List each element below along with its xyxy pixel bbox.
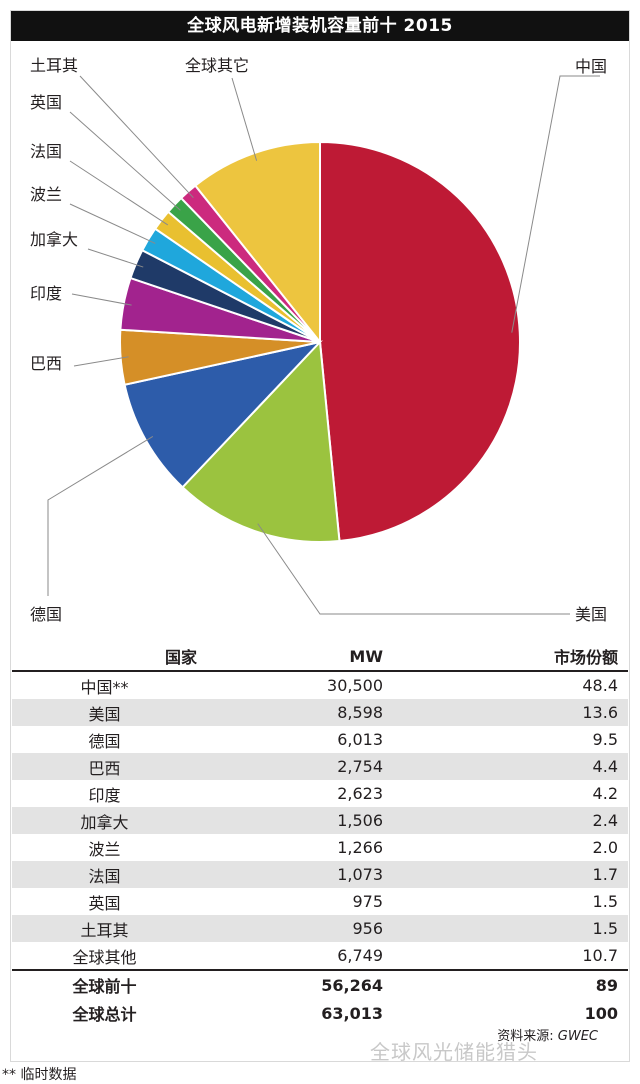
cell-total-mw: 56,264 [321, 975, 383, 995]
pie-slice [181, 339, 341, 543]
cell-mw: 6,749 [337, 946, 383, 965]
cell-mw: 1,266 [337, 838, 383, 857]
table-row: 中国** 30,500 48.4 [12, 672, 628, 699]
leader-line [47, 435, 154, 596]
leader-line [69, 111, 181, 211]
cell-total-label: 全球总计 [72, 1005, 137, 1024]
cell-total-mw: 63,013 [321, 1003, 383, 1023]
cell-country: 英国 [88, 893, 121, 913]
cell-share: 1.5 [592, 919, 618, 938]
cell-country: 美国 [88, 704, 121, 724]
cell-mw: 975 [352, 892, 383, 911]
cell-total-label: 全球前十 [72, 977, 137, 996]
table-totals: 全球前十 56,264 89 全球总计 63,013 100 [12, 969, 628, 1027]
slice-label: 巴西 [30, 354, 63, 373]
cell-share: 10.7 [582, 946, 618, 965]
cell-share: 2.4 [592, 811, 618, 830]
cell-mw: 1,506 [337, 811, 383, 830]
cell-mw: 2,623 [337, 784, 383, 803]
slice-label: 法国 [30, 142, 63, 161]
slice-label: 德国 [30, 605, 63, 624]
table-row: 波兰 1,266 2.0 [12, 834, 628, 861]
table-row: 全球其他 6,749 10.7 [12, 942, 628, 969]
cell-share: 13.6 [582, 703, 618, 722]
cell-country: 中国** [80, 677, 129, 697]
table-row: 美国 8,598 13.6 [12, 699, 628, 726]
total-row: 全球前十 56,264 89 [12, 971, 628, 999]
cell-country: 印度 [88, 785, 121, 805]
cell-country: 土耳其 [80, 920, 129, 940]
cell-mw: 1,073 [337, 865, 383, 884]
cell-country: 全球其他 [72, 947, 137, 967]
header-mw: MW [349, 646, 383, 666]
total-row: 全球总计 63,013 100 [12, 999, 628, 1027]
watermark: 全球风光储能猎头 [370, 1040, 538, 1064]
table-row: 德国 6,013 9.5 [12, 726, 628, 753]
table-row: 土耳其 956 1.5 [12, 915, 628, 942]
slice-label: 印度 [30, 284, 63, 303]
cell-mw: 8,598 [337, 703, 383, 722]
leader-line [69, 160, 169, 226]
cell-country: 德国 [88, 731, 121, 751]
cell-share: 1.7 [592, 865, 618, 884]
figure-frame [10, 10, 630, 1062]
leader-line [87, 248, 144, 268]
slice-label: 土耳其 [30, 56, 79, 75]
source-note: 资料来源: GWEC [497, 1025, 598, 1044]
leader-line [71, 293, 132, 306]
table-body: 中国** 30,500 48.4 美国 8,598 13.6 德国 6,013 9.5 巴西 2,7… [12, 672, 628, 969]
slice-label: 中国 [575, 57, 608, 76]
cell-mw: 30,500 [327, 676, 383, 695]
cell-country: 波兰 [88, 839, 121, 859]
table-row: 巴西 2,754 4.4 [12, 753, 628, 780]
header-country: 国家 [164, 648, 197, 667]
leader-line [69, 203, 156, 244]
slice-label: 波兰 [30, 185, 63, 204]
table-row: 法国 1,073 1.7 [12, 861, 628, 888]
source-name: GWEC [557, 1029, 598, 1044]
table-row: 加拿大 1,506 2.4 [12, 807, 628, 834]
data-table: 国家 MW 市场份额 中国** 30,500 48.4 美国 8,598 13.6 德国 6,… [12, 642, 628, 1027]
leader-line [231, 77, 258, 161]
cell-mw: 6,013 [337, 730, 383, 749]
header-share: 市场份额 [553, 648, 618, 667]
table-row: 英国 975 1.5 [12, 888, 628, 915]
slice-label: 英国 [30, 93, 63, 112]
slice-label: 全球其它 [185, 56, 250, 75]
cell-share: 2.0 [592, 838, 618, 857]
table-row: 印度 2,623 4.2 [12, 780, 628, 807]
table-header: 国家 MW 市场份额 [12, 642, 628, 672]
pie-slice [319, 140, 521, 543]
cell-share: 9.5 [592, 730, 618, 749]
chart-title: 全球风电新增装机容量前十 2015 [11, 11, 629, 41]
cell-total-share: 100 [584, 1003, 618, 1023]
leader-line [257, 523, 570, 615]
cell-country: 巴西 [88, 758, 121, 778]
cell-share: 4.2 [592, 784, 618, 803]
cell-share: 4.4 [592, 757, 618, 776]
leader-line [79, 75, 194, 199]
cell-country: 法国 [88, 866, 121, 886]
cell-share: 48.4 [582, 676, 618, 695]
source-label: 资料来源: [497, 1029, 554, 1044]
leader-line [511, 75, 600, 333]
cell-share: 1.5 [592, 892, 618, 911]
slice-label: 加拿大 [30, 230, 79, 249]
cell-mw: 956 [352, 919, 383, 938]
slice-label: 美国 [575, 605, 608, 624]
pie-chart [47, 75, 600, 615]
footnote: ** 临时数据 [2, 1067, 77, 1083]
cell-country: 加拿大 [80, 812, 129, 832]
cell-mw: 2,754 [337, 757, 383, 776]
leader-line [73, 356, 129, 367]
cell-total-share: 89 [595, 975, 618, 995]
